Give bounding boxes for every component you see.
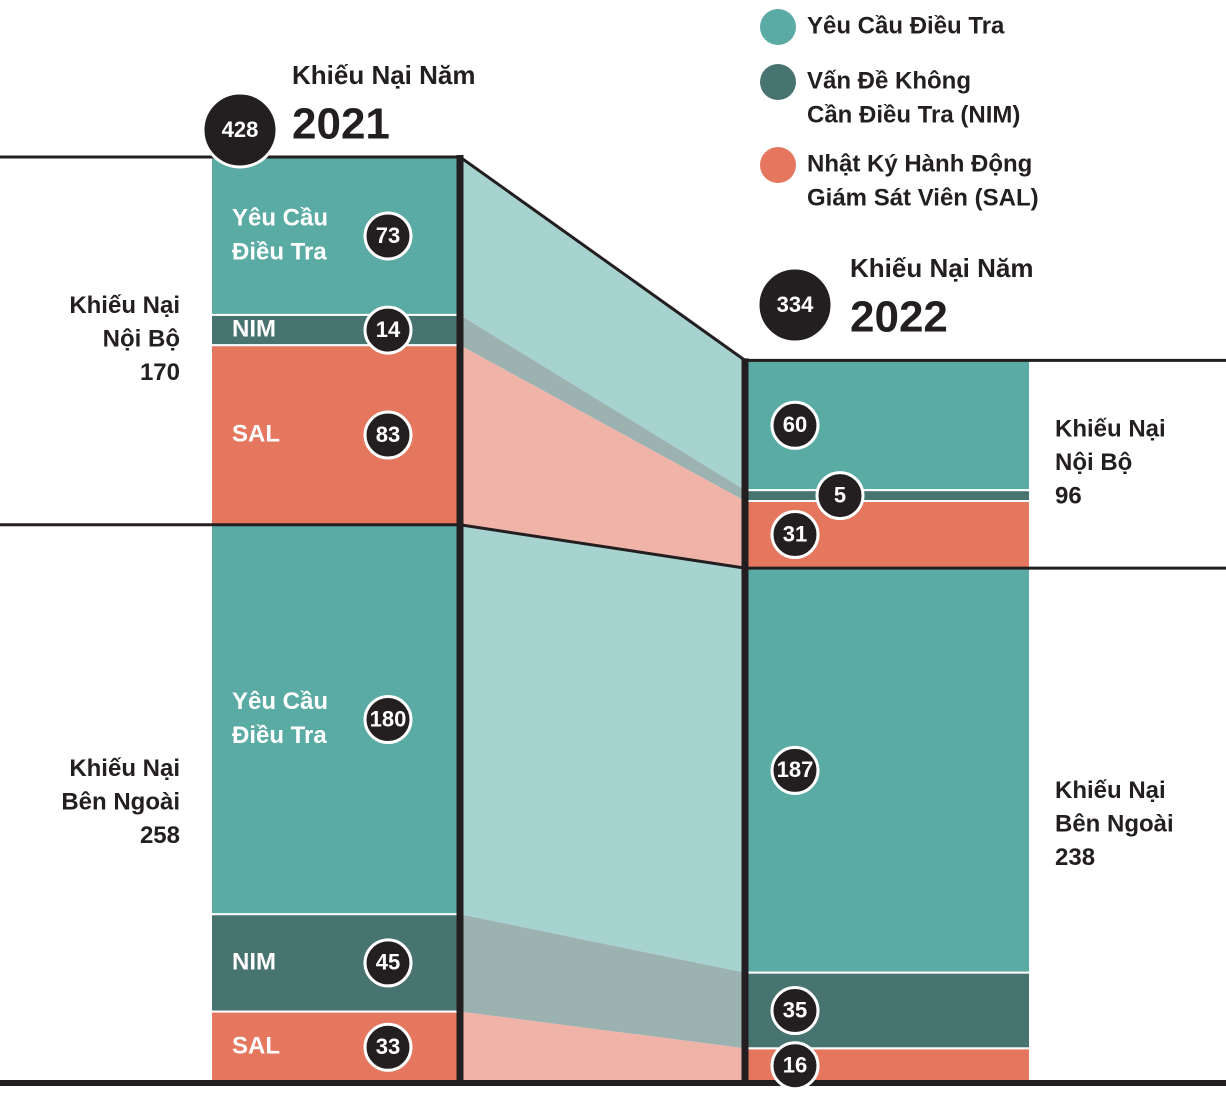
value-badge [770, 510, 820, 560]
value-badge [770, 986, 820, 1036]
legend-label: Yêu Cầu Điều Tra [807, 12, 1005, 39]
column-year: 2021 [292, 100, 390, 149]
group-label: Khiếu Nại [69, 292, 180, 319]
value-badge-label: 60 [783, 412, 807, 437]
segment-label: Điều Tra [232, 722, 327, 749]
value-badge-label: 45 [376, 950, 400, 975]
group-label: 258 [140, 822, 180, 849]
flow [460, 524, 745, 973]
value-badge-label: 187 [777, 757, 814, 782]
group-label: Khiếu Nại [69, 755, 180, 782]
group-label: 170 [140, 359, 180, 386]
legend-label: Vấn Đề Không [807, 67, 971, 94]
flow [460, 314, 745, 502]
value-badge [770, 1041, 820, 1091]
value-badge-label: 35 [783, 997, 807, 1022]
group-label: 238 [1055, 844, 1095, 871]
segment-label: SAL [232, 1033, 280, 1060]
value-badge [363, 695, 413, 745]
segment-label: Yêu Cầu [232, 688, 328, 715]
value-badge [363, 410, 413, 460]
group-label: Khiếu Nại [1055, 777, 1166, 804]
value-badge-label: 14 [376, 317, 401, 342]
column-title: Khiếu Nại Năm [850, 253, 1034, 283]
legend-label: Giám Sát Viên (SAL) [807, 184, 1039, 211]
legend-swatch [760, 64, 796, 100]
segment-label: NIM [232, 948, 276, 975]
segment [210, 156, 461, 316]
column-title: Khiếu Nại Năm [292, 60, 476, 90]
segment-label: Yêu Cầu [232, 204, 328, 231]
value-badge-label: 16 [783, 1053, 807, 1078]
value-badge [363, 211, 413, 261]
column-year: 2022 [850, 293, 948, 342]
group-line [0, 523, 1226, 570]
value-badge-label: 31 [783, 521, 807, 546]
value-badge-label: 73 [376, 223, 400, 248]
value-badge-label: 83 [376, 422, 400, 447]
group-label: Bên Ngoài [61, 789, 180, 816]
segment-label: NIM [232, 315, 276, 342]
value-badge [770, 400, 820, 450]
segment-label: SAL [232, 420, 280, 447]
group-label: Nội Bộ [1055, 449, 1132, 476]
value-badge [815, 471, 865, 521]
group-label: Nội Bộ [103, 326, 180, 353]
value-badge [363, 305, 413, 355]
group-label: Khiếu Nại [1055, 416, 1166, 443]
segment [210, 523, 461, 916]
value-badge [770, 745, 820, 795]
value-badge-label: 5 [834, 482, 846, 507]
legend-label: Nhật Ký Hành Động [807, 150, 1032, 177]
group-label: 96 [1055, 483, 1082, 510]
group-label: Bên Ngoài [1055, 810, 1174, 837]
total-badge [756, 266, 834, 344]
total-badge-label: 428 [222, 117, 259, 142]
flow [460, 914, 745, 1049]
flow [460, 345, 745, 569]
segment-label: Điều Tra [232, 238, 327, 265]
segment [210, 1010, 461, 1084]
value-badge [363, 938, 413, 988]
value-badge-label: 180 [370, 706, 407, 731]
flow [460, 157, 745, 491]
legend-swatch [760, 147, 796, 183]
legend-swatch [760, 9, 796, 45]
value-badge-label: 33 [376, 1034, 400, 1059]
segment [744, 489, 1031, 503]
flow [460, 1011, 745, 1083]
total-badge [201, 91, 279, 169]
total-badge-label: 334 [777, 292, 814, 317]
legend-label: Cần Điều Tra (NIM) [807, 101, 1020, 128]
value-badge [363, 1022, 413, 1072]
